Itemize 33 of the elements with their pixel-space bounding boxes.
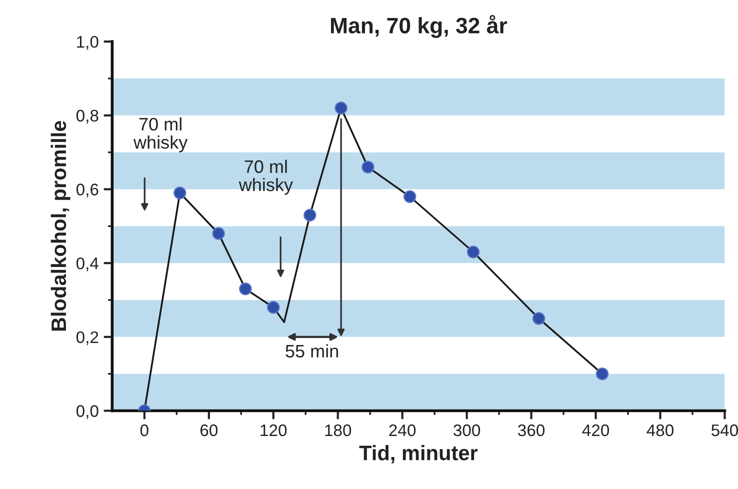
y-tick-label: 0,8	[76, 110, 98, 124]
y-axis-title: Blodalkohol, promille	[50, 120, 70, 331]
chart-title: Man, 70 kg, 32 år	[331, 14, 508, 38]
point	[596, 367, 609, 380]
point	[304, 208, 316, 222]
x-tick-label: 180	[325, 424, 352, 436]
x-tick-label: 360	[518, 424, 545, 436]
x-tick-label: 420	[582, 424, 610, 436]
x-tick-label: 240	[389, 424, 416, 436]
point	[239, 282, 252, 296]
x-axis-title: Tid, minuter	[359, 445, 478, 464]
point	[174, 186, 186, 200]
point	[362, 160, 374, 174]
annotation: 55 min	[286, 344, 338, 358]
y-tick-label: 0,6	[76, 184, 98, 198]
annotation: 70 ml whisky	[238, 160, 293, 195]
x-tick-label: 540	[711, 424, 738, 436]
x-tick-label: 480	[646, 424, 674, 436]
point	[334, 102, 348, 114]
y-tick-label: 1,0	[77, 36, 98, 50]
y-tick-label: 0,2	[76, 331, 98, 346]
point	[212, 227, 225, 240]
annotation: 70 ml whisky	[133, 117, 188, 152]
point	[532, 312, 546, 325]
y-tick-label: 0,4	[76, 257, 98, 272]
x-tick-label: 300	[454, 424, 480, 436]
point	[267, 301, 280, 314]
point	[466, 246, 480, 258]
x-tick-label: 60	[200, 424, 218, 436]
point	[403, 190, 416, 203]
y-tick-label: 0,0	[76, 405, 98, 419]
x-tick-label: 120	[260, 424, 287, 436]
x-tick-label: 0	[140, 424, 148, 436]
